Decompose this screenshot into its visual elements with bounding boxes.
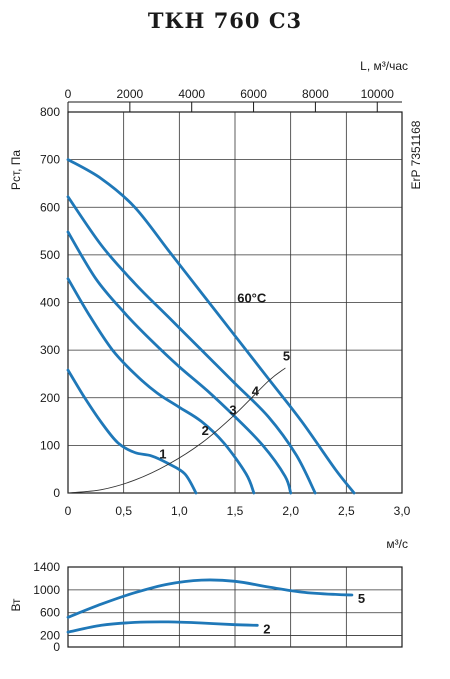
y-tick-label: 600: [40, 200, 60, 214]
top-tick-label: 2000: [117, 87, 144, 101]
fan-curve-4: [66, 195, 317, 495]
y-tick-label: 800: [40, 105, 60, 119]
y-tick-label: 300: [40, 343, 60, 357]
x-tick-label: 2,5: [338, 504, 355, 518]
fan-curve-3: [66, 230, 293, 495]
fan-curve-5: [66, 158, 356, 495]
main-chart-ticks: 0 0,5 1,0 1,5 2,0 2,5 3,0 0 100 200 300 400 500 600 70…: [40, 87, 411, 518]
main-chart-grid: [67, 111, 403, 494]
y-axis-label: Pст, Па: [9, 150, 23, 190]
power-chart-curves: 52: [66, 578, 365, 636]
power-y-tick-label: 0: [53, 640, 60, 654]
curve-label-3: 3: [229, 402, 236, 417]
power-y-tick-label: 1000: [33, 583, 60, 597]
power-y-tick-label: 1400: [33, 560, 60, 574]
power-y-tick-label: 600: [40, 606, 60, 620]
x-tick-label: 1,5: [227, 504, 244, 518]
y-tick-label: 0: [53, 486, 60, 500]
power-chart-grid: [67, 566, 403, 648]
top-tick-label: 8000: [302, 87, 329, 101]
y-tick-label: 100: [40, 438, 60, 452]
top-axis-label: L, м³/час: [360, 59, 408, 73]
x-axis-label: м³/с: [386, 537, 408, 551]
y-tick-label: 400: [40, 296, 60, 310]
curve-label-5: 5: [283, 349, 290, 364]
power-y-tick-label: 200: [40, 629, 60, 643]
chart-title: ТКН 760 С3: [147, 8, 303, 33]
x-tick-label: 1,0: [171, 504, 188, 518]
y-tick-label: 200: [40, 391, 60, 405]
x-tick-label: 2,0: [282, 504, 299, 518]
top-tick-label: 10000: [361, 87, 395, 101]
x-tick-label: 0,5: [115, 504, 132, 518]
y-tick-label: 500: [40, 248, 60, 262]
top-tick-label: 0: [65, 87, 72, 101]
top-tick-label: 6000: [240, 87, 267, 101]
system-curve: [67, 367, 286, 494]
curve-label-1: 1: [159, 447, 166, 462]
power-curve-2: [66, 620, 259, 634]
x-tick-label: 3,0: [394, 504, 411, 518]
curve-label-4: 4: [252, 383, 260, 398]
temperature-annotation: 60°C: [237, 291, 267, 306]
main-chart-curves: 1 2 3 4 5: [66, 158, 356, 495]
fan-curve-2: [66, 277, 256, 495]
x-tick-label: 0: [65, 504, 72, 518]
top-tick-label: 4000: [178, 87, 205, 101]
curve-label-2: 2: [202, 423, 209, 438]
fan-curve-1: [66, 368, 198, 495]
power-y-axis-label: Вт: [9, 598, 23, 612]
y-tick-label: 700: [40, 153, 60, 167]
erp-side-label: ErP 7351168: [409, 120, 423, 189]
power-curve-label-5: 5: [358, 591, 365, 606]
power-curve-5: [66, 578, 354, 619]
power-curve-label-2: 2: [263, 621, 270, 636]
